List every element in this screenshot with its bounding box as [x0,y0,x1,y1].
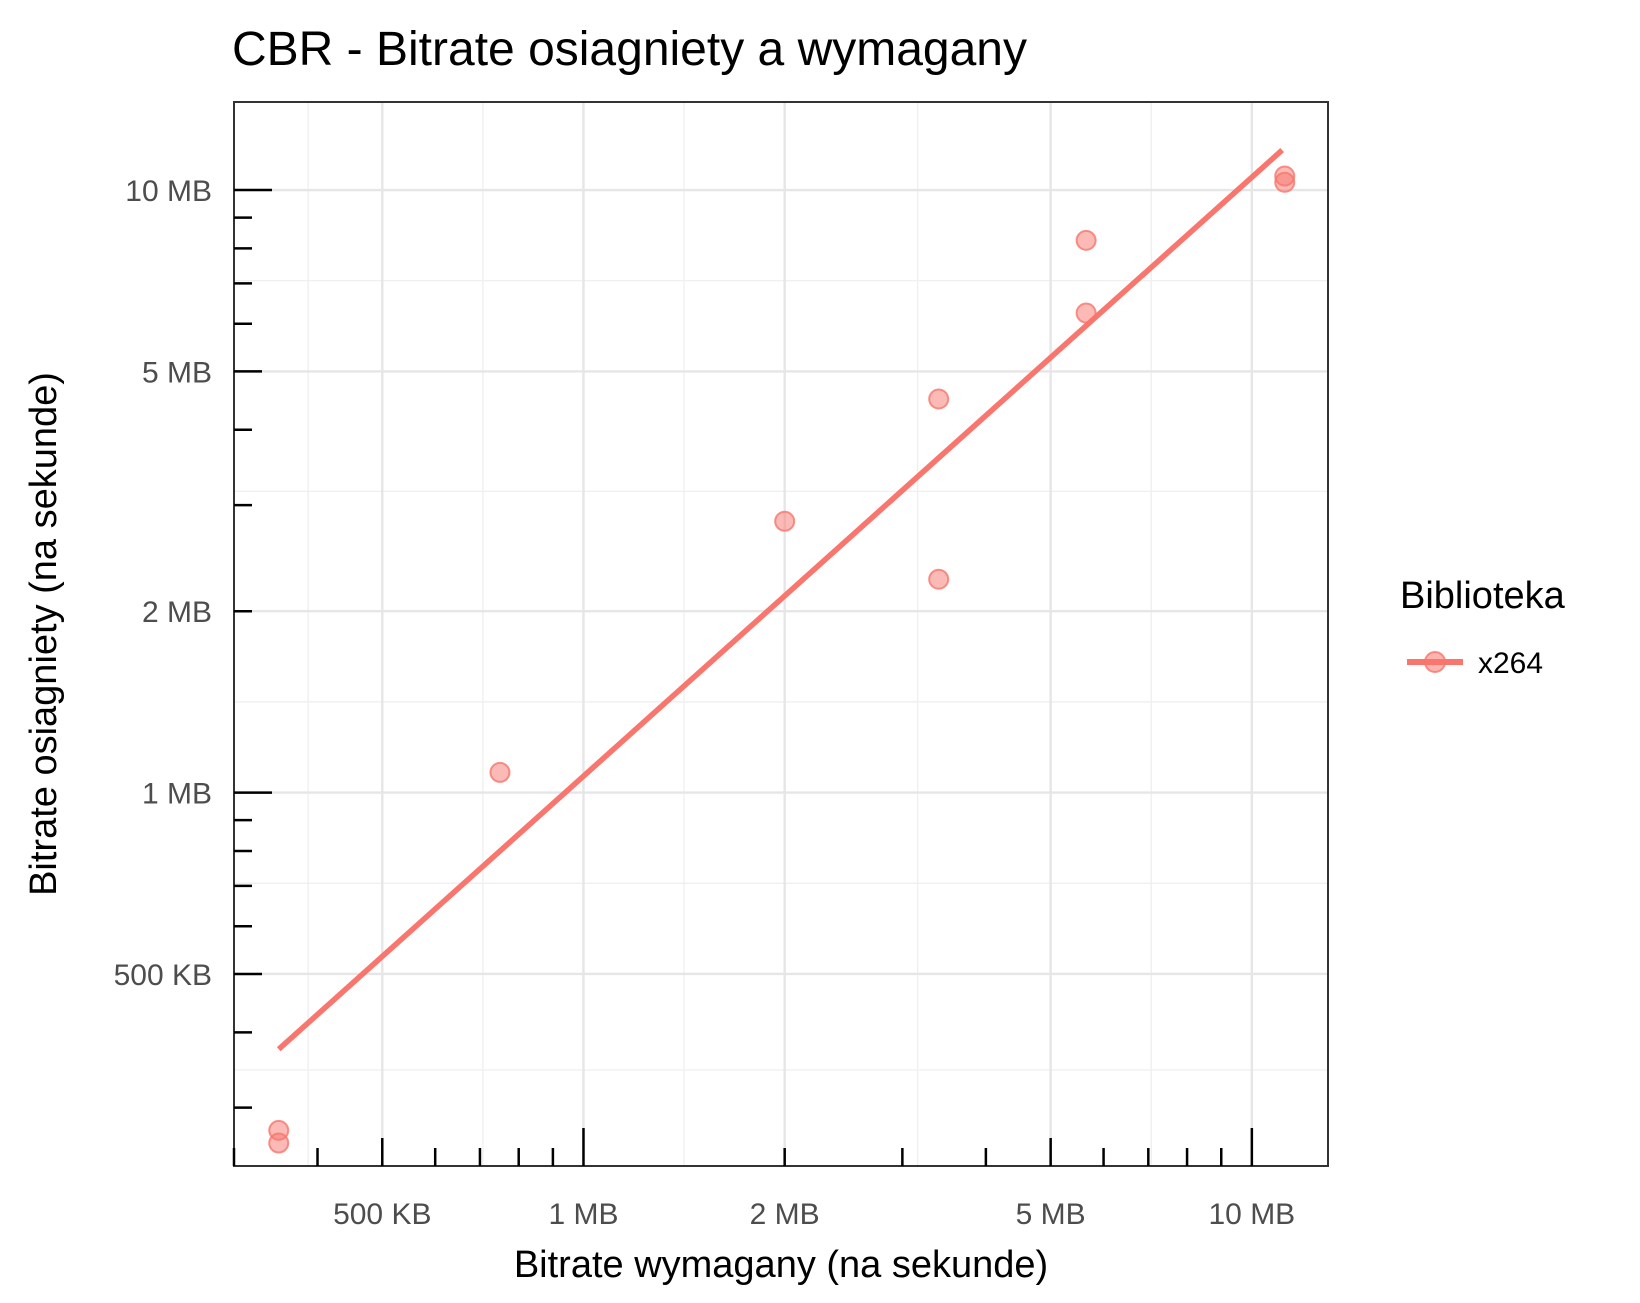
grid-minor [234,102,1328,1166]
x-axis-title: Bitrate wymagany (na sekunde) [514,1244,1048,1286]
plot-area [268,148,1296,1154]
data-point [774,510,796,532]
x-tick-label: 5 MB [1016,1198,1086,1231]
data-point [268,1132,290,1154]
trend-line-x264 [276,148,1284,1052]
chart-title: CBR - Bitrate osiagniety a wymagany [232,23,1027,76]
y-tick-label: 5 MB [142,356,212,389]
data-point [1274,171,1296,193]
y-tick-label: 1 MB [142,778,212,811]
y-axis: 500 KB 1 MB 2 MB 5 MB 10 MB [114,175,272,1109]
x-tick-label: 500 KB [333,1198,431,1231]
data-point [1075,302,1097,324]
x-tick-label: 1 MB [548,1198,618,1231]
legend-key-point [1424,651,1446,673]
panel-border [233,101,1329,1167]
data-point [489,761,511,783]
legend-title: Biblioteka [1400,575,1566,617]
data-point [928,388,950,410]
legend: Biblioteka x264 [1400,575,1566,680]
data-point [1075,229,1097,251]
grid-major [234,102,1328,1166]
y-tick-label: 500 KB [114,959,212,992]
y-tick-label: 10 MB [125,175,212,208]
x-axis: 500 KB 1 MB 2 MB 5 MB 10 MB [232,1128,1295,1231]
y-axis-title: Bitrate osiagniety (na sekunde) [23,372,65,896]
y-tick-label: 2 MB [142,596,212,629]
x-tick-label: 10 MB [1208,1198,1295,1231]
legend-label-x264: x264 [1478,647,1543,680]
x-tick-label: 2 MB [750,1198,820,1231]
data-point [928,568,950,590]
